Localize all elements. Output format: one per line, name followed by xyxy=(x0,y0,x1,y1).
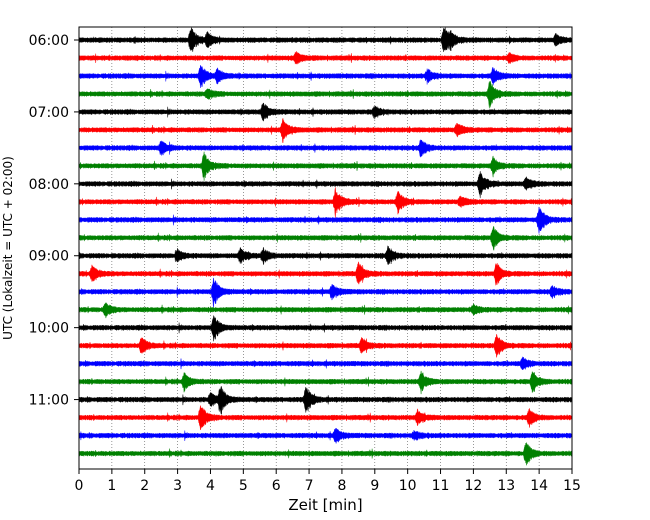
seismic-trace xyxy=(78,102,573,122)
seismic-trace xyxy=(78,405,573,431)
seismic-trace xyxy=(78,428,573,444)
x-tick-label: 13 xyxy=(497,478,515,494)
x-tick-label: 8 xyxy=(337,478,346,494)
x-tick-label: 9 xyxy=(370,478,379,494)
x-axis-ticks: 0 1 2 3 4 5 6 7 8 9 10 11 12 13 14 15 xyxy=(75,469,581,494)
seismic-traces xyxy=(78,27,573,466)
x-tick-label: 4 xyxy=(206,478,215,494)
seismic-trace xyxy=(78,117,573,144)
seismic-trace xyxy=(78,171,573,199)
plot-frame xyxy=(78,26,573,470)
seismic-trace xyxy=(78,442,573,466)
seismic-trace xyxy=(78,206,573,234)
x-tick-label: 12 xyxy=(464,478,482,494)
x-tick-label: 0 xyxy=(75,478,84,494)
seismic-trace xyxy=(78,333,573,358)
x-tick-label: 6 xyxy=(272,478,281,494)
y-tick-label: 11:00 xyxy=(29,393,69,409)
y-tick-label: 09:00 xyxy=(29,249,69,265)
y-tick-label: 10:00 xyxy=(29,321,69,337)
x-tick-label: 15 xyxy=(563,478,581,494)
x-tick-label: 7 xyxy=(305,478,314,494)
seismic-trace xyxy=(78,27,573,52)
seismic-trace xyxy=(78,81,573,109)
seismic-trace xyxy=(78,314,573,342)
seismic-trace xyxy=(78,225,573,252)
y-tick-label: 08:00 xyxy=(29,177,69,193)
y-axis-label: UTC (Lokalzeit = UTC + 02:00) xyxy=(1,156,15,340)
x-tick-label: 10 xyxy=(399,478,417,494)
seismic-trace xyxy=(78,356,573,371)
y-tick-label: 07:00 xyxy=(29,105,69,121)
seismic-trace xyxy=(78,385,573,415)
seismic-trace xyxy=(78,139,573,158)
x-tick-label: 2 xyxy=(140,478,149,494)
seismic-trace xyxy=(78,302,573,319)
x-tick-label: 14 xyxy=(530,478,548,494)
x-tick-label: 1 xyxy=(107,478,116,494)
x-tick-label: 5 xyxy=(239,478,248,494)
x-tick-label: 3 xyxy=(173,478,182,494)
seismic-trace xyxy=(78,151,573,181)
seismic-trace xyxy=(78,261,573,286)
x-axis-label: Zeit [min] xyxy=(288,496,362,514)
y-tick-label: 06:00 xyxy=(29,33,69,49)
seismic-trace xyxy=(78,277,573,308)
seismic-trace xyxy=(78,64,573,88)
y-axis-ticks: 06:00 07:00 08:00 09:00 10:00 11:00 xyxy=(29,33,79,409)
x-tick-label: 11 xyxy=(432,478,450,494)
seismic-trace xyxy=(78,187,573,218)
seismic-trace xyxy=(78,245,573,266)
seismic-trace xyxy=(78,51,573,65)
seismic-trace xyxy=(78,370,573,395)
